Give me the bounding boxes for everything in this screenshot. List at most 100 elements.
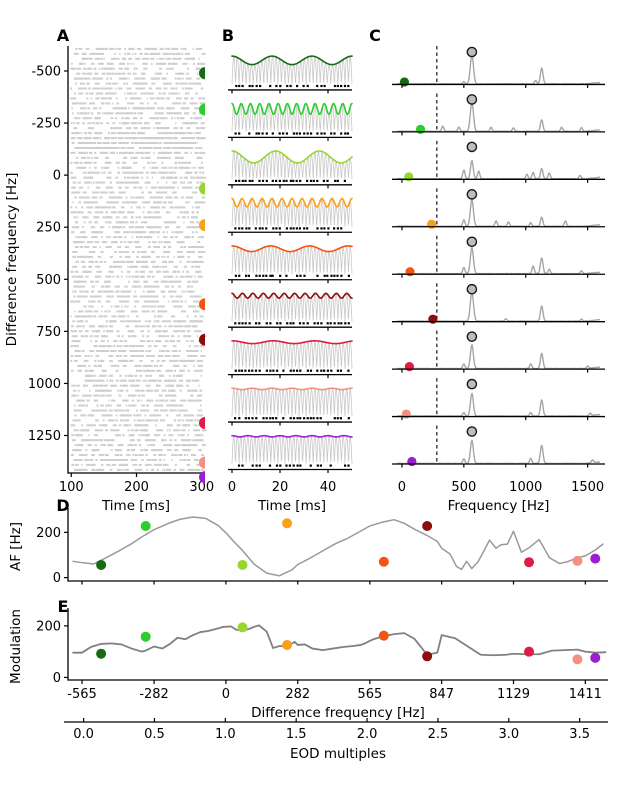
raster-spike	[113, 236, 117, 239]
raster-spike	[166, 340, 169, 343]
raster-spike	[99, 137, 102, 140]
raster-spike	[171, 394, 175, 397]
raster-spike	[173, 454, 178, 456]
raster-spike	[187, 127, 190, 130]
raster-spike	[128, 374, 134, 377]
raster-spike	[76, 295, 80, 298]
raster-spike	[193, 444, 198, 447]
raster-spike	[176, 384, 180, 387]
raster-spike	[79, 285, 82, 288]
raster-spike	[128, 434, 130, 437]
raster-spike	[102, 290, 106, 293]
raster-spike	[191, 236, 194, 239]
raster-spike	[160, 241, 163, 244]
raster-spike	[183, 221, 185, 224]
raster-spike	[101, 414, 106, 417]
raster-spike	[102, 409, 106, 412]
raster-spike	[105, 216, 110, 219]
raster-spike	[95, 394, 99, 397]
raster-spike	[135, 459, 138, 461]
spike-mark	[248, 84, 251, 88]
raster-spike	[191, 355, 195, 357]
panel-d-marker-7	[572, 555, 583, 566]
raster-spike	[172, 62, 176, 65]
panel-c-condition-marker-7	[401, 409, 411, 419]
raster-spike	[201, 151, 206, 154]
raster-spike	[161, 206, 164, 209]
raster-spike	[139, 285, 142, 288]
raster-spike	[136, 77, 142, 80]
raster-spike	[144, 122, 150, 125]
raster-spike	[108, 196, 112, 199]
panel-letter-E: E	[58, 597, 69, 616]
raster-spike	[127, 414, 132, 417]
raster-spike	[118, 216, 120, 219]
raster-spike	[142, 255, 148, 258]
raster-spike	[82, 191, 87, 194]
raster-spike	[91, 463, 96, 466]
raster-spike	[125, 399, 129, 402]
spike-mark	[241, 84, 244, 88]
spike-mark	[292, 227, 295, 230]
raster-spike	[169, 62, 174, 65]
raster-spike	[142, 275, 145, 278]
raster-spike	[189, 161, 191, 164]
raster-spike	[151, 355, 155, 357]
spike-mark	[298, 132, 301, 135]
raster-spike	[136, 255, 139, 258]
spike-mark	[346, 132, 349, 135]
raster-spike	[107, 186, 112, 189]
raster-spike	[198, 384, 200, 387]
raster-spike	[89, 325, 91, 328]
raster-spike	[77, 444, 81, 447]
raster-spike	[101, 166, 104, 169]
raster-spike	[135, 87, 140, 90]
raster-spike	[176, 241, 179, 244]
raster-spike	[186, 270, 190, 273]
raster-spike	[115, 216, 119, 219]
raster-spike	[98, 315, 101, 318]
raster-spike	[115, 201, 119, 204]
raster-spike	[142, 127, 146, 130]
raster-spike	[152, 117, 157, 120]
raster-spike	[197, 409, 200, 412]
raster-spike	[171, 280, 174, 283]
raster-spike	[142, 310, 146, 313]
raster-spike	[128, 330, 133, 333]
raster-spike	[184, 57, 186, 60]
raster-spike	[201, 468, 204, 471]
raster-spike	[176, 77, 181, 80]
raster-spike	[124, 246, 129, 248]
raster-spike	[112, 201, 116, 204]
raster-spike	[71, 384, 73, 387]
raster-spike	[142, 419, 145, 422]
spike-mark	[344, 464, 347, 467]
raster-spike	[95, 117, 98, 120]
raster-spike	[173, 305, 178, 308]
raster-spike	[92, 379, 95, 382]
raster-spike	[164, 270, 168, 273]
raster-spike	[80, 241, 85, 244]
raster-spike	[103, 369, 105, 372]
spike-mark	[282, 132, 285, 135]
raster-spike	[201, 196, 206, 199]
raster-spike	[130, 122, 135, 125]
raster-spike	[110, 355, 114, 357]
raster-spike	[146, 226, 151, 229]
raster-spike	[92, 409, 97, 412]
raster-spike	[115, 112, 119, 115]
raster-spike	[86, 201, 91, 204]
raster-spike	[170, 186, 175, 189]
raster-spike	[173, 57, 178, 60]
raster-spike	[195, 117, 200, 120]
raster-spike	[88, 300, 91, 303]
raster-spike	[196, 181, 198, 184]
raster-spike	[173, 127, 178, 130]
raster-spike	[199, 255, 203, 258]
raster-spike	[111, 295, 114, 298]
raster-spike	[169, 196, 173, 199]
raster-spike	[91, 285, 95, 288]
raster-spike	[191, 231, 195, 234]
raster-spike	[148, 241, 151, 244]
raster-spike	[126, 255, 130, 258]
